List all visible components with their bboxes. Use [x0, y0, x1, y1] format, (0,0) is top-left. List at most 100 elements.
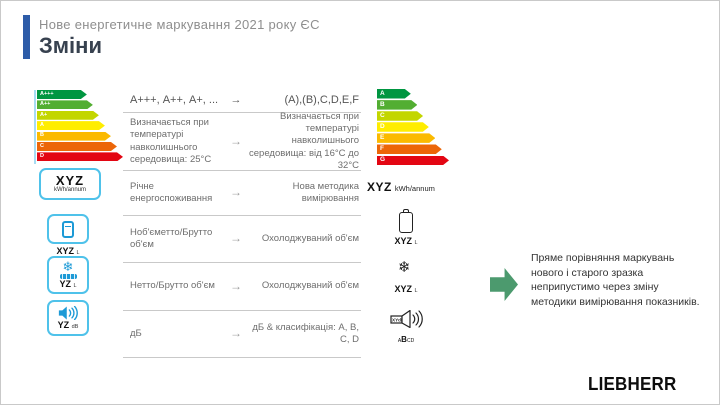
comparison-row: Визначається при температурі навколишньо…	[123, 110, 361, 172]
new-fridge-volume-label: XYZ L	[381, 237, 431, 247]
old-noise-unit: dB	[71, 323, 79, 330]
energy-class-letter: E	[380, 133, 385, 141]
new-spec-text: дБ & класифікація: A, B, C, D	[252, 321, 359, 345]
old-energy-label: A+++ A++ A+ A B C D	[37, 90, 123, 164]
fridge-icon	[62, 220, 74, 238]
snowflake-icon: ❄	[398, 259, 411, 276]
new-spec-text: (A),(B),C,D,E,F	[284, 94, 359, 107]
old-energy-consumption-card: XYZ kWh/annum	[39, 168, 101, 200]
energy-class-B: B	[37, 132, 111, 141]
energy-class-C: C	[377, 111, 423, 121]
title-accent-bar	[23, 15, 30, 59]
energy-class-A+++: A+++	[37, 90, 87, 99]
note-text: Пряме порівняння маркувань нового і стар…	[531, 252, 700, 309]
energy-class-letter: A++	[40, 101, 51, 108]
fridge-icon	[399, 209, 413, 233]
speaker-icon	[58, 305, 78, 320]
comparison-row: Нетто/Брутто об'єм → Охолоджуваний об'єм	[123, 263, 361, 311]
speaker-db-icon: XYdB	[390, 310, 423, 328]
energy-class-D: D	[377, 122, 429, 132]
energy-class-E: E	[377, 133, 435, 143]
arrow-right-icon: →	[230, 185, 242, 200]
old-spec-text: Ноб'єметто/Брутто об'єм	[130, 226, 213, 250]
comparison-row: Ноб'єметто/Брутто об'єм → Охолоджуваний об…	[123, 216, 361, 263]
noise-class-C: C	[406, 338, 411, 344]
old-fridge-card	[47, 214, 89, 244]
old-spec-text: Річне енергоспоживання	[130, 180, 213, 204]
energy-class-F: F	[377, 144, 442, 154]
old-spec-text: Нетто/Брутто об'єм	[130, 280, 215, 292]
old-freezer-unit: L	[73, 283, 77, 290]
comparison-row: Річне енергоспоживання → Нова методика вим…	[123, 171, 361, 216]
new-spec-text: Нова методика вимірювання	[292, 180, 359, 204]
energy-class-D: D	[37, 152, 123, 161]
energy-class-letter: A+++	[40, 90, 54, 97]
old-fridge-volume-label: XYZ L	[47, 247, 89, 257]
energy-class-letter: C	[40, 142, 44, 149]
old-spec-text: Визначається при температурі навколишньо…	[130, 116, 212, 165]
new-spec-text: Охолоджуваний об'єм	[261, 232, 359, 244]
new-spec-text: Визначається при температурі навколишньо…	[249, 110, 359, 172]
old-label-left-line	[34, 90, 36, 164]
old-freezer-value: YZ	[59, 279, 71, 290]
new-energy-value: XYZ	[367, 180, 392, 194]
old-noise-label: YZ dB	[57, 319, 79, 331]
new-energy-consumption: XYZ kWh/annum	[367, 180, 435, 194]
new-fridge-unit: L	[414, 240, 418, 246]
arrow-right-icon: →	[230, 278, 242, 293]
green-arrow-icon	[490, 268, 518, 301]
new-noise-classes: ABCD	[386, 329, 426, 347]
energy-class-letter: D	[380, 122, 385, 130]
svg-text:XYdB: XYdB	[392, 317, 405, 322]
energy-class-B: B	[377, 100, 417, 110]
old-freezer-card: ❄ YZ L	[47, 256, 89, 294]
energy-class-letter: G	[380, 156, 386, 164]
energy-class-letter: B	[40, 132, 44, 139]
freezer-stars-badge	[59, 274, 77, 280]
energy-class-A++: A++	[37, 100, 93, 109]
old-energy-unit: kWh/annum	[53, 186, 86, 193]
energy-class-letter: A	[40, 121, 44, 128]
old-fridge-unit: L	[76, 250, 80, 256]
comparison-table: А+++, А++, А+, ... → (A),(B),C,D,E,F Визнач…	[123, 89, 361, 358]
old-fridge-value: XYZ	[56, 246, 74, 256]
old-noise-card: YZ dB	[47, 300, 89, 336]
old-noise-value: YZ	[57, 319, 70, 330]
energy-class-A: A	[377, 89, 411, 99]
new-spec-text: Охолоджуваний об'єм	[261, 280, 359, 292]
energy-class-letter: A+	[40, 111, 48, 118]
arrow-right-icon: →	[230, 326, 242, 341]
snowflake-icon: ❄	[62, 259, 74, 275]
page-title: Зміни	[39, 33, 102, 58]
old-spec-text: дБ	[130, 327, 142, 339]
noise-class-A: A	[397, 338, 402, 344]
energy-class-letter: B	[380, 100, 385, 108]
arrow-right-icon: →	[230, 231, 242, 246]
new-energy-unit: kWh/annum	[394, 184, 435, 193]
noise-class-D: D	[410, 338, 415, 344]
energy-class-letter: A	[380, 89, 385, 97]
new-freezer-value: XYZ	[394, 284, 412, 294]
old-energy-value: XYZ	[55, 172, 85, 188]
new-fridge-value: XYZ	[394, 236, 412, 246]
energy-class-C: C	[37, 142, 117, 151]
energy-class-letter: C	[380, 111, 385, 119]
old-spec-text: А+++, А++, А+, ...	[130, 94, 219, 107]
slide-eyebrow: Нове енергетичне маркування 2021 року ЄС	[39, 17, 320, 32]
comparison-row: А+++, А++, А+, ... → (A),(B),C,D,E,F	[123, 89, 361, 113]
liebherr-logo: LIEBHERR	[588, 374, 677, 395]
energy-class-G: G	[377, 156, 449, 166]
new-freezer-volume-label: XYZ L	[381, 285, 431, 295]
energy-class-A: A	[37, 121, 105, 130]
comparison-row: дБ → дБ & класифікація: A, B, C, D	[123, 311, 361, 358]
energy-class-letter: F	[380, 144, 384, 152]
energy-class-A+: A+	[37, 111, 99, 120]
arrow-right-icon: →	[230, 133, 242, 148]
noise-class-B: B	[401, 335, 407, 344]
energy-class-letter: D	[40, 153, 44, 160]
new-freezer-unit: L	[414, 288, 418, 294]
arrow-right-icon: →	[230, 94, 242, 107]
old-freezer-volume-label: YZ L	[59, 280, 76, 290]
